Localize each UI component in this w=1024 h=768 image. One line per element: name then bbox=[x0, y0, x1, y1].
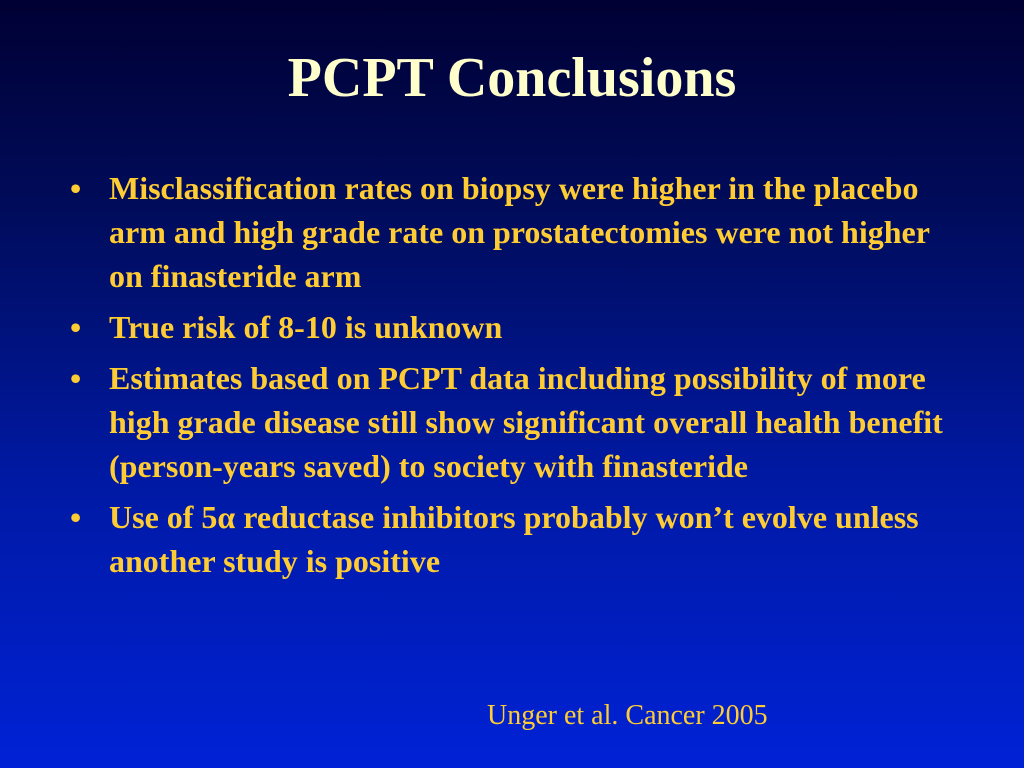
bullet-text: Estimates based on PCPT data including p… bbox=[109, 360, 943, 484]
bullet-dot-icon: • bbox=[70, 499, 82, 535]
bullet-item: • Estimates based on PCPT data including… bbox=[70, 356, 950, 488]
bullet-dot-icon: • bbox=[70, 309, 82, 345]
bullet-text: Use of 5α reductase inhibitors probably … bbox=[109, 499, 919, 579]
bullet-item: • True risk of 8-10 is unknown bbox=[70, 305, 950, 349]
citation: Unger et al. Cancer 2005 bbox=[487, 700, 768, 731]
bullet-list: • Misclassification rates on biopsy were… bbox=[70, 166, 950, 590]
bullet-text: Misclassification rates on biopsy were h… bbox=[109, 170, 930, 294]
slide-title: PCPT Conclusions bbox=[287, 47, 737, 109]
bullet-dot-icon: • bbox=[70, 170, 82, 206]
bullet-text: True risk of 8-10 is unknown bbox=[109, 309, 503, 345]
bullet-item: • Use of 5α reductase inhibitors probabl… bbox=[70, 495, 950, 583]
bullet-item: • Misclassification rates on biopsy were… bbox=[70, 166, 950, 298]
bullet-dot-icon: • bbox=[70, 360, 82, 396]
